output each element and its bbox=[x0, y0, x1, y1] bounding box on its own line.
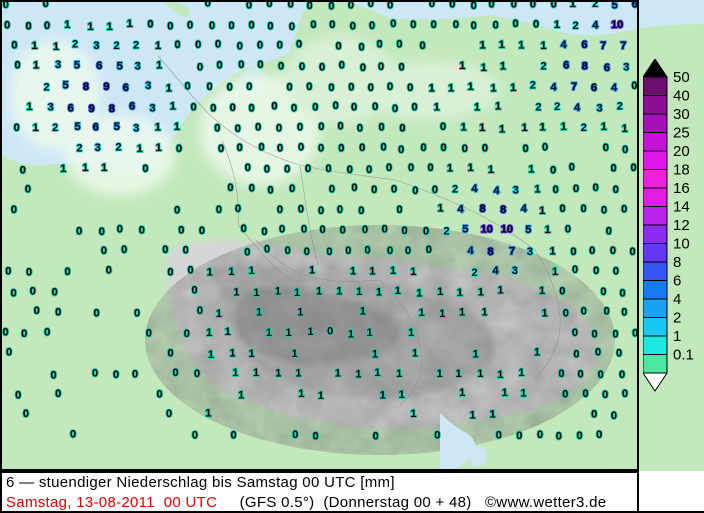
svg-text:30: 30 bbox=[673, 106, 690, 123]
svg-text:8: 8 bbox=[673, 254, 681, 271]
svg-text:0.1: 0.1 bbox=[673, 347, 694, 364]
svg-text:16: 16 bbox=[673, 180, 690, 197]
svg-text:4: 4 bbox=[673, 291, 681, 308]
svg-text:25: 25 bbox=[673, 125, 690, 142]
svg-text:50: 50 bbox=[673, 69, 690, 86]
svg-text:2: 2 bbox=[673, 310, 681, 327]
svg-text:20: 20 bbox=[673, 143, 690, 160]
svg-text:18: 18 bbox=[673, 162, 690, 179]
svg-text:40: 40 bbox=[673, 88, 690, 105]
svg-text:14: 14 bbox=[673, 199, 690, 216]
svg-text:1: 1 bbox=[673, 328, 681, 345]
svg-text:6: 6 bbox=[673, 273, 681, 290]
svg-text:12: 12 bbox=[673, 217, 690, 234]
svg-text:10: 10 bbox=[673, 236, 690, 253]
